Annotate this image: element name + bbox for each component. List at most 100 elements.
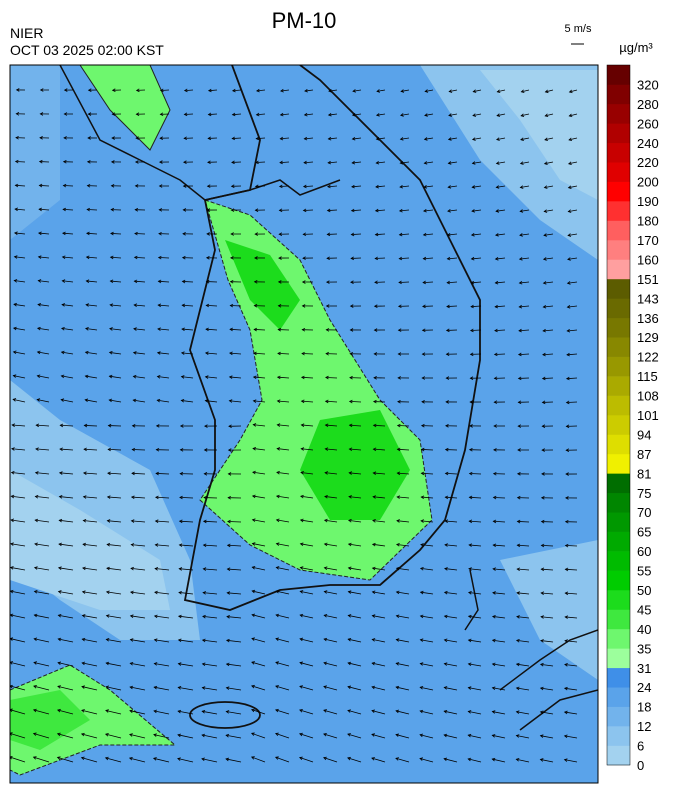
wind-arrow-head: [349, 352, 354, 356]
colorbar-frame: [606, 64, 631, 766]
wind-arrow: [11, 519, 26, 523]
wind-arrow-head: [492, 519, 497, 524]
wind-arrow-head: [155, 495, 159, 500]
wind-arrow: [423, 257, 434, 260]
wind-arrow-head: [424, 113, 428, 117]
wind-arrow: [107, 520, 122, 523]
wind-arrow-head: [347, 756, 351, 761]
wind-arrow-head: [37, 303, 42, 307]
wind-arrow: [227, 568, 242, 571]
wind-arrow: [14, 232, 26, 235]
wind-arrow: [372, 662, 386, 667]
wind-arrow: [275, 661, 290, 667]
wind-arrow: [468, 663, 482, 667]
colorbar-swatch: [607, 356, 630, 377]
wind-arrow: [299, 662, 314, 667]
wind-arrow-head: [539, 662, 544, 667]
wind-arrow: [376, 161, 386, 164]
wind-arrow-head: [422, 232, 427, 237]
wind-arrow: [568, 209, 578, 212]
wind-arrow: [564, 735, 578, 739]
wind-arrow-head: [469, 352, 474, 357]
wind-arrow: [275, 709, 290, 715]
wind-arrow: [133, 328, 146, 331]
wind-arrow-head: [178, 519, 183, 524]
wind-arrow: [153, 757, 170, 763]
wind-arrow: [468, 615, 482, 619]
colorbar-label: 94: [637, 427, 651, 442]
wind-arrow: [226, 639, 242, 643]
wind-arrow-head: [275, 685, 279, 689]
wind-arrow-head: [351, 160, 356, 165]
wind-arrow: [202, 687, 218, 691]
wind-arrow: [13, 375, 26, 379]
wind-arrow-head: [420, 423, 425, 428]
wind-arrow-head: [373, 328, 378, 332]
wind-arrow-head: [302, 208, 307, 213]
wind-arrow-head: [111, 136, 115, 140]
wind-arrow: [106, 591, 122, 595]
wind-arrow-head: [105, 614, 110, 618]
wind-arrow-head: [60, 350, 65, 355]
wind-arrow: [420, 710, 434, 715]
wind-arrow-head: [254, 256, 258, 260]
wind-arrow-head: [275, 661, 279, 665]
wind-arrow: [352, 161, 362, 164]
wind-arrow-head: [398, 232, 403, 237]
colorbar-swatch: [607, 745, 630, 766]
wind-arrow: [275, 685, 290, 691]
wind-arrow-head: [85, 279, 90, 283]
wind-arrow-head: [396, 519, 400, 523]
wind-arrow-head: [443, 638, 448, 643]
wind-arrow-head: [564, 639, 568, 643]
wind-arrow: [445, 496, 458, 499]
wind-arrow: [227, 592, 242, 595]
wind-arrow: [158, 304, 170, 307]
wind-arrow: [59, 519, 74, 523]
wind-arrow-head: [494, 257, 499, 261]
wind-arrow-head: [229, 279, 234, 284]
wind-arrow: [495, 233, 506, 236]
colorbar-label: 12: [637, 719, 651, 734]
wind-arrow-head: [491, 638, 496, 643]
wind-arrow-head: [347, 637, 352, 642]
wind-arrow-head: [468, 471, 473, 476]
pm-area: [10, 690, 90, 750]
wind-arrow: [304, 113, 314, 116]
wind-arrow-head: [10, 566, 14, 570]
wind-arrow-head: [420, 495, 425, 500]
colorbar-label: 190: [637, 194, 659, 209]
wind-arrow-head: [33, 637, 38, 642]
wind-arrow-head: [372, 447, 377, 452]
wind-arrow-head: [61, 255, 66, 260]
wind-arrow-head: [566, 352, 570, 357]
wind-arrow: [399, 233, 410, 236]
colorbar-label: 70: [637, 505, 651, 520]
wind-arrow-head: [326, 208, 331, 213]
wind-arrow: [107, 496, 122, 499]
colorbar-label: 45: [637, 602, 651, 617]
wind-arrow: [424, 185, 434, 188]
wind-arrow-head: [252, 375, 257, 380]
wind-arrow: [424, 161, 434, 164]
wind-arrow-head: [516, 495, 521, 500]
wind-arrow: [444, 734, 458, 739]
wind-arrow-head: [228, 375, 233, 379]
wind-arrow-head: [468, 591, 472, 595]
wind-arrow-head: [444, 447, 449, 452]
wind-arrow: [494, 329, 506, 332]
wind-arrow: [470, 329, 482, 331]
wind-arrow: [396, 639, 410, 643]
wind-arrow: [178, 592, 194, 595]
wind-arrow: [58, 638, 74, 643]
wind-arrow: [155, 496, 170, 499]
wind-arrow-head: [445, 400, 449, 404]
wind-arrow-head: [63, 112, 68, 116]
wind-arrow: [253, 448, 266, 451]
wind-arrow: [492, 616, 506, 619]
wind-arrow: [201, 758, 218, 763]
wind-arrow: [13, 303, 26, 307]
wind-arrow: [10, 638, 26, 643]
wind-arrow-head: [154, 590, 158, 595]
colorbar-label: 81: [637, 466, 651, 481]
